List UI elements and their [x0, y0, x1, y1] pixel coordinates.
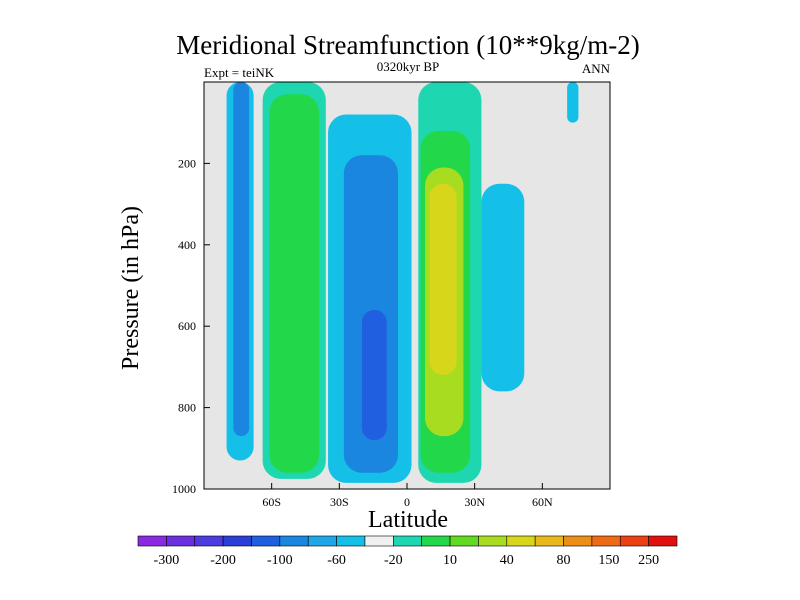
- colorbar-swatch: [478, 535, 508, 547]
- colorbar: -300 -200 -100 -60 -20 10 40 80 150 250: [137, 535, 678, 568]
- experiment-label: Expt = teiNK: [204, 65, 275, 80]
- colorbar-swatch: [421, 535, 451, 547]
- contour-sh-ferrel-cell-green: [269, 94, 320, 473]
- colorbar-label: 150: [598, 553, 619, 568]
- time-label: 0320kyr BP: [377, 59, 439, 74]
- colorbar-label: -300: [154, 553, 180, 568]
- colorbar-label: -100: [267, 553, 293, 568]
- y-tick-label: 800: [178, 401, 196, 415]
- colorbar-label: 80: [557, 553, 571, 568]
- colorbar-label: 250: [638, 553, 659, 568]
- x-axis-ticks: 60S 30S 0 30N 60N: [262, 483, 553, 509]
- season-label: ANN: [582, 61, 611, 76]
- colorbar-swatch: [222, 535, 252, 547]
- y-axis-label: Pressure (in hPa): [118, 206, 144, 370]
- colorbar-swatch: [393, 535, 422, 547]
- colorbar-swatch: [449, 535, 479, 547]
- colorbar-label: 40: [500, 553, 514, 568]
- x-axis-label: Latitude: [368, 507, 448, 533]
- colorbar-label: -200: [210, 553, 236, 568]
- colorbar-swatch: [591, 535, 621, 547]
- colorbar-swatch: [137, 535, 167, 547]
- colorbar-swatch: [336, 535, 366, 547]
- contour-nh-ferrel-cell-cyan: [481, 183, 525, 392]
- colorbar-swatch: [307, 535, 337, 547]
- y-tick-label: 400: [178, 238, 196, 252]
- colorbar-swatch: [534, 535, 564, 547]
- y-axis-ticks: 200 400 600 800 1000: [172, 156, 210, 496]
- x-tick-label: 30S: [330, 495, 349, 509]
- colorbar-swatch: [194, 535, 224, 547]
- colorbar-swatch: [619, 535, 649, 547]
- y-tick-label: 600: [178, 319, 196, 333]
- contour-cells: [226, 82, 579, 483]
- chart-title: Meridional Streamfunction (10**9kg/m-2): [176, 30, 639, 60]
- contour-nh-polar-cell-cyan: [567, 82, 579, 123]
- colorbar-label: -60: [327, 553, 346, 568]
- colorbar-swatch: [563, 535, 593, 547]
- colorbar-swatch: [648, 535, 678, 547]
- colorbar-swatch: [251, 535, 281, 547]
- colorbar-label: 10: [443, 553, 457, 568]
- colorbar-label: -20: [384, 553, 403, 568]
- x-tick-label: 60S: [262, 495, 281, 509]
- x-tick-label: 0: [404, 495, 410, 509]
- colorbar-swatch: [166, 535, 196, 547]
- colorbar-swatch: [364, 535, 394, 547]
- contour-hadley-cell-north-yellow: [429, 183, 457, 376]
- colorbar-swatch: [506, 535, 536, 547]
- x-tick-label: 60N: [532, 495, 553, 509]
- contour-hadley-cell-south-core: [361, 309, 387, 441]
- y-tick-label: 200: [178, 156, 196, 170]
- y-tick-label: 1000: [172, 482, 196, 496]
- contour-sh-polar-cell-blue: [233, 82, 250, 437]
- colorbar-swatch: [279, 535, 309, 547]
- x-tick-label: 30N: [464, 495, 485, 509]
